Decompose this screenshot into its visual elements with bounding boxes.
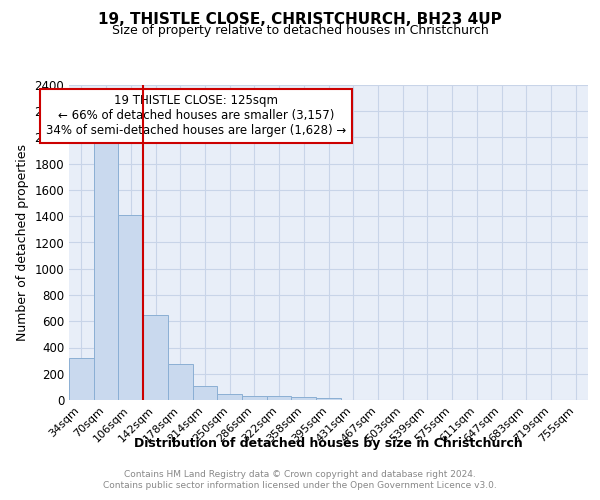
Text: Contains public sector information licensed under the Open Government Licence v3: Contains public sector information licen… xyxy=(103,481,497,490)
Bar xyxy=(316,398,341,400)
Y-axis label: Number of detached properties: Number of detached properties xyxy=(16,144,29,341)
Text: Size of property relative to detached houses in Christchurch: Size of property relative to detached ho… xyxy=(112,24,488,37)
Bar xyxy=(242,396,267,400)
Bar xyxy=(143,314,168,400)
Bar xyxy=(292,397,316,400)
Bar xyxy=(118,215,143,400)
Bar xyxy=(69,358,94,400)
Text: Distribution of detached houses by size in Christchurch: Distribution of detached houses by size … xyxy=(134,438,523,450)
Bar xyxy=(267,396,292,400)
Bar xyxy=(94,141,118,400)
Bar xyxy=(217,394,242,400)
Text: 19, THISTLE CLOSE, CHRISTCHURCH, BH23 4UP: 19, THISTLE CLOSE, CHRISTCHURCH, BH23 4U… xyxy=(98,12,502,28)
Bar xyxy=(168,364,193,400)
Text: Contains HM Land Registry data © Crown copyright and database right 2024.: Contains HM Land Registry data © Crown c… xyxy=(124,470,476,479)
Text: 19 THISTLE CLOSE: 125sqm
← 66% of detached houses are smaller (3,157)
34% of sem: 19 THISTLE CLOSE: 125sqm ← 66% of detach… xyxy=(46,94,346,138)
Bar xyxy=(193,386,217,400)
